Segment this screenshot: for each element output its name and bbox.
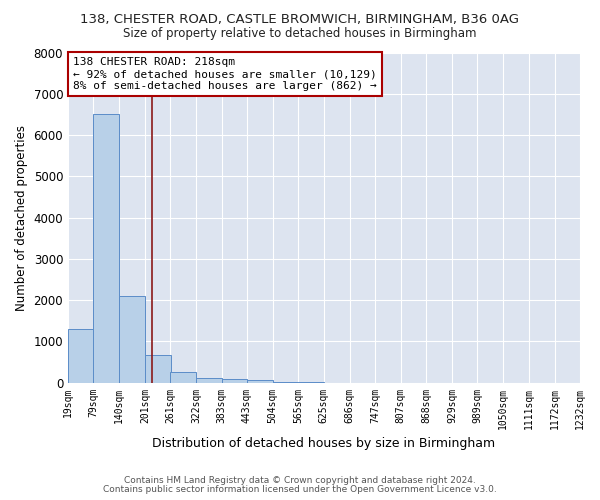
Bar bbox=[247, 380, 273, 382]
Text: Contains public sector information licensed under the Open Government Licence v3: Contains public sector information licen… bbox=[103, 485, 497, 494]
Bar bbox=[94, 114, 119, 382]
Bar bbox=[119, 296, 145, 382]
Bar bbox=[170, 372, 196, 382]
Bar bbox=[196, 378, 221, 382]
Bar bbox=[68, 329, 94, 382]
Text: 138 CHESTER ROAD: 218sqm
← 92% of detached houses are smaller (10,129)
8% of sem: 138 CHESTER ROAD: 218sqm ← 92% of detach… bbox=[73, 58, 377, 90]
X-axis label: Distribution of detached houses by size in Birmingham: Distribution of detached houses by size … bbox=[152, 437, 496, 450]
Text: Contains HM Land Registry data © Crown copyright and database right 2024.: Contains HM Land Registry data © Crown c… bbox=[124, 476, 476, 485]
Bar bbox=[145, 354, 170, 382]
Text: 138, CHESTER ROAD, CASTLE BROMWICH, BIRMINGHAM, B36 0AG: 138, CHESTER ROAD, CASTLE BROMWICH, BIRM… bbox=[80, 12, 520, 26]
Y-axis label: Number of detached properties: Number of detached properties bbox=[15, 124, 28, 310]
Text: Size of property relative to detached houses in Birmingham: Size of property relative to detached ho… bbox=[123, 28, 477, 40]
Bar bbox=[221, 380, 247, 382]
